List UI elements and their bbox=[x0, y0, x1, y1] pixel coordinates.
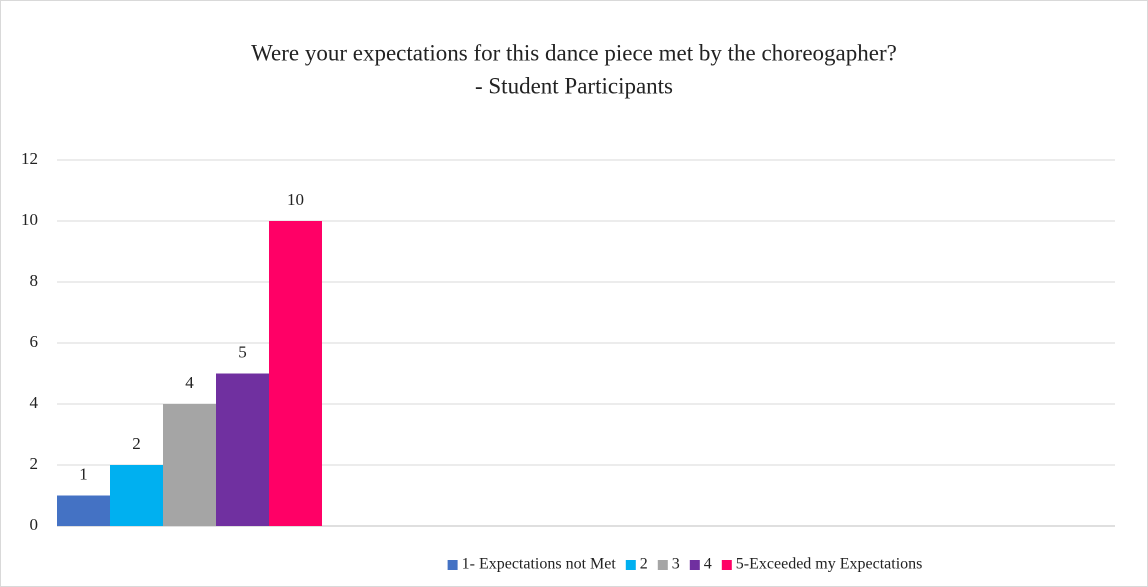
legend-label: 2 bbox=[640, 556, 648, 573]
bar bbox=[216, 373, 269, 526]
legend-swatch bbox=[625, 560, 636, 570]
legend-label: 4 bbox=[704, 556, 712, 573]
y-tick-label: 6 bbox=[30, 332, 39, 351]
legend-swatch bbox=[657, 560, 668, 570]
legend-swatch bbox=[447, 560, 458, 570]
legend-swatch bbox=[689, 560, 700, 570]
data-label: 2 bbox=[132, 434, 141, 453]
data-label: 1 bbox=[79, 464, 88, 483]
y-tick-label: 4 bbox=[30, 393, 39, 412]
y-tick-label: 0 bbox=[30, 515, 39, 534]
legend-label: 3 bbox=[672, 556, 680, 573]
bar bbox=[269, 221, 322, 526]
chart-title: Were your expectations for this dance pi… bbox=[251, 40, 897, 65]
data-label: 10 bbox=[287, 190, 304, 209]
legend-label: 1- Expectations not Met bbox=[462, 556, 617, 573]
y-tick-label: 8 bbox=[30, 271, 39, 290]
data-label: 4 bbox=[185, 373, 194, 392]
bar bbox=[57, 495, 110, 526]
bar bbox=[163, 404, 216, 526]
legend-swatch bbox=[721, 560, 732, 570]
chart-subtitle: - Student Participants bbox=[475, 73, 673, 98]
y-tick-label: 12 bbox=[21, 149, 38, 168]
y-tick-label: 10 bbox=[21, 210, 38, 229]
bar bbox=[110, 465, 163, 526]
legend-label: 5-Exceeded my Expectations bbox=[736, 556, 923, 573]
y-tick-label: 2 bbox=[30, 454, 39, 473]
data-label: 5 bbox=[238, 342, 247, 361]
